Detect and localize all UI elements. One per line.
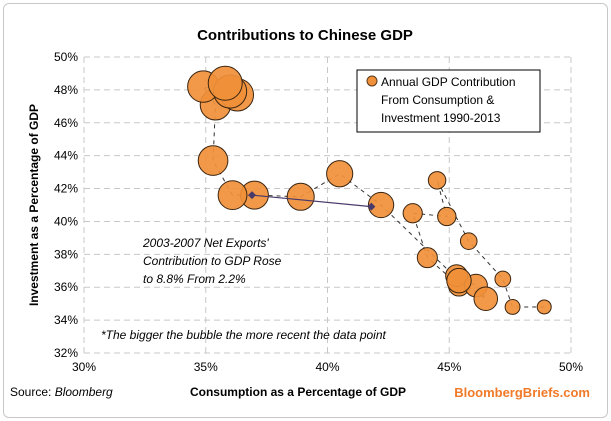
y-tick-label: 32% — [54, 346, 78, 360]
x-tick-label: 35% — [194, 360, 218, 374]
legend-line-1: Annual GDP Contribution — [381, 75, 516, 89]
x-tick-label: 45% — [437, 360, 461, 374]
y-axis-label: Investment as a Percentage of GDP — [27, 104, 41, 306]
source-note: Source: Bloomberg — [10, 385, 113, 399]
y-tick-label: 42% — [54, 182, 78, 196]
chart-title: Contributions to Chinese GDP — [197, 27, 413, 44]
brand-logo: BloombergBriefs.com — [454, 385, 590, 400]
bubble-point — [437, 206, 457, 227]
y-tick-label: 36% — [54, 280, 78, 294]
y-tick-label: 48% — [54, 83, 78, 97]
legend-box — [356, 69, 541, 133]
bubble-point — [459, 232, 478, 250]
source-name: Bloomberg — [55, 385, 113, 399]
y-tick-label: 40% — [54, 214, 78, 228]
x-tick-label: 40% — [315, 360, 339, 374]
legend-line-3: Investment 1990-2013 — [381, 111, 501, 125]
bubble-point — [286, 182, 315, 211]
bubble-point — [473, 286, 499, 312]
net-exports-marker — [248, 191, 257, 200]
y-tick-label: 50% — [54, 50, 78, 64]
bubble-point — [326, 160, 354, 188]
bubble-point — [427, 171, 447, 190]
bubble-point — [207, 65, 243, 101]
x-tick-label: 30% — [72, 360, 96, 374]
legend-marker — [366, 75, 378, 87]
legend-line-2: From Consumption & — [381, 93, 494, 107]
annotation-line-2: Contribution to GDP Rose — [143, 254, 282, 268]
bubble-point — [536, 299, 552, 315]
bubble-point — [494, 270, 512, 288]
x-axis-label: Consumption as a Percentage of GDP — [190, 385, 406, 399]
y-tick-label: 38% — [54, 247, 78, 261]
annotation-line-3: to 8.8% From 2.2% — [143, 272, 246, 286]
bubble-size-note: *The bigger the bubble the more recent t… — [101, 328, 387, 342]
net-exports-line — [251, 194, 372, 208]
annotation-line-1: 2003-2007 Net Exports' — [142, 236, 269, 250]
source-label: Source: — [10, 385, 55, 399]
y-tick-label: 46% — [54, 116, 78, 130]
chart-frame — [3, 3, 608, 418]
bubble-point — [416, 247, 438, 269]
bubble-point — [197, 145, 229, 176]
net-exports-marker — [367, 202, 376, 211]
bubble-point — [217, 180, 248, 211]
y-tick-label: 34% — [54, 313, 78, 327]
x-tick-label: 50% — [559, 360, 583, 374]
bubble-point — [367, 191, 395, 219]
y-tick-label: 44% — [54, 149, 78, 163]
bubble-point — [402, 203, 423, 224]
bubble-point — [446, 267, 472, 294]
bubble-point — [504, 299, 521, 315]
